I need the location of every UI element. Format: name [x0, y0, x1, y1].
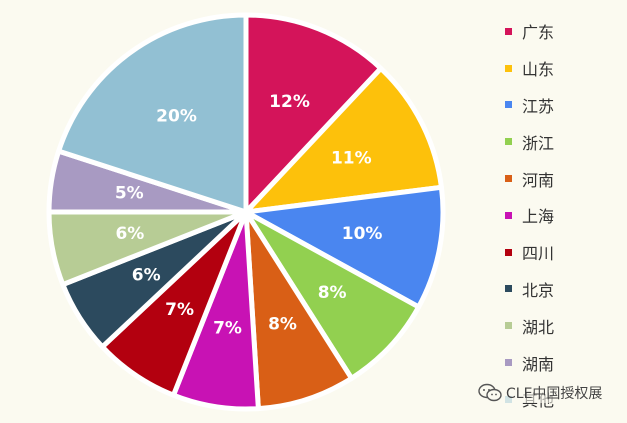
legend-label-0: 广东 — [522, 23, 555, 43]
legend-label-5: 上海 — [522, 207, 555, 227]
slice-label-7: 6% — [132, 265, 161, 285]
legend-item-6: 四川 — [505, 234, 554, 271]
legend-label-4: 河南 — [522, 170, 555, 190]
slice-label-8: 6% — [115, 224, 144, 244]
legend-swatch-6 — [505, 248, 512, 256]
slice-label-9: 5% — [115, 184, 144, 204]
slice-label-5: 7% — [213, 319, 242, 339]
legend-swatch-2 — [505, 101, 512, 109]
legend-swatch-7 — [505, 285, 512, 293]
legend-item-1: 山东 — [505, 50, 554, 87]
legend-item-0: 广东 — [505, 13, 554, 50]
legend-item-7: 北京 — [505, 271, 554, 308]
slice-label-3: 8% — [318, 283, 347, 303]
legend-item-3: 浙江 — [505, 123, 554, 160]
legend-item-4: 河南 — [505, 160, 554, 197]
slice-label-1: 11% — [331, 148, 372, 168]
legend-label-9: 湖南 — [522, 354, 555, 374]
legend-swatch-0 — [505, 27, 512, 35]
slice-label-0: 12% — [269, 92, 310, 112]
legend-swatch-8 — [505, 322, 512, 330]
legend-label-8: 湖北 — [522, 317, 555, 337]
slice-label-2: 10% — [342, 224, 383, 244]
legend-item-8: 湖北 — [505, 307, 554, 344]
legend-swatch-3 — [505, 138, 512, 146]
legend-item-2: 江苏 — [505, 87, 554, 124]
pie-slice-10 — [56, 12, 249, 215]
legend-label-7: 北京 — [522, 280, 555, 300]
watermark: CLE中国授权展 — [478, 383, 607, 403]
legend: 广东山东江苏浙江河南上海四川北京湖北湖南其他 — [505, 13, 554, 418]
slice-label-6: 7% — [165, 300, 194, 320]
legend-label-3: 浙江 — [522, 133, 555, 153]
legend-label-6: 四川 — [522, 244, 555, 264]
legend-label-2: 江苏 — [522, 96, 555, 116]
legend-swatch-4 — [505, 175, 512, 183]
wechat-icon — [478, 383, 502, 402]
pie-slice-2 — [243, 184, 446, 310]
legend-label-1: 山东 — [522, 60, 555, 80]
watermark-text: CLE中国授权展 — [506, 386, 603, 402]
slice-label-10: 20% — [156, 106, 197, 126]
legend-swatch-9 — [505, 359, 512, 367]
legend-item-9: 湖南 — [505, 344, 554, 381]
legend-swatch-5 — [505, 211, 512, 219]
pie-slice-0 — [243, 12, 384, 215]
legend-swatch-1 — [505, 64, 512, 72]
pie-slice-1 — [243, 65, 444, 215]
slice-label-4: 8% — [268, 314, 297, 334]
legend-item-5: 上海 — [505, 197, 554, 234]
